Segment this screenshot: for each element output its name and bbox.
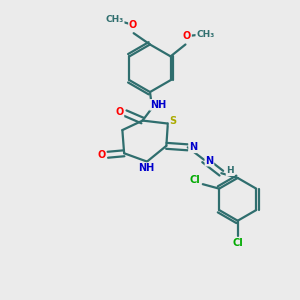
Text: O: O (115, 107, 124, 117)
Text: CH₃: CH₃ (106, 15, 124, 24)
Text: O: O (129, 20, 137, 30)
Text: O: O (183, 31, 191, 41)
Text: Cl: Cl (189, 175, 200, 185)
Text: H: H (226, 166, 234, 175)
Text: Cl: Cl (232, 238, 243, 248)
Text: O: O (97, 150, 105, 160)
Text: S: S (169, 116, 177, 126)
Text: N: N (206, 156, 214, 166)
Text: NH: NH (138, 163, 154, 173)
Text: CH₃: CH₃ (196, 30, 214, 39)
Text: N: N (189, 142, 197, 152)
Text: NH: NH (150, 100, 166, 110)
